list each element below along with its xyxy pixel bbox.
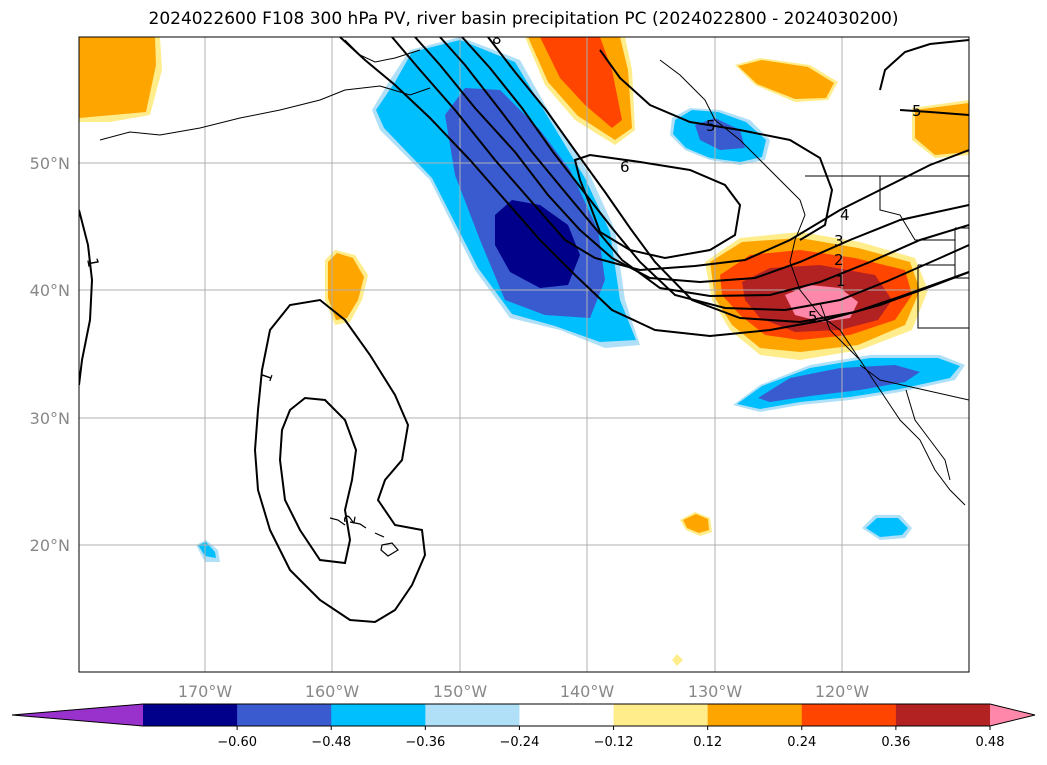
pv-label: 5 [912,102,922,120]
colorbar-tick-label: −0.48 [311,735,351,750]
lat-label: 30°N [30,409,70,428]
pv-label: 1 [836,272,846,290]
colorbar-segment [331,704,426,726]
pv-contour-labels: 1 1 2 6 5 4 3 2 1 5 8 5 [83,30,922,526]
pv-label: 3 [834,232,844,250]
pv-contours [79,37,969,624]
pv-label: 5 [706,117,716,135]
colorbar-segment [425,704,520,726]
lon-labels: 170°W 160°W 150°W 140°W 130°W 120°W [178,682,870,701]
coastlines [99,39,969,506]
colorbar-tick-label: 0.36 [881,735,910,750]
colorbar-tick-label: −0.24 [500,735,540,750]
colorbar: −0.60 −0.48 −0.36 −0.24 −0.12 0.12 0.24 0.36 0.4… [11,703,1036,750]
map-title: 2024022600 F108 300 hPa PV, river basin … [148,9,899,29]
colorbar-segment [519,704,615,726]
colorbar-tick-label: −0.36 [405,735,445,750]
lon-label: 150°W [433,682,488,701]
lon-label: 120°W [815,682,870,701]
colorbar-outline [11,703,1036,727]
lat-label: 40°N [30,281,70,300]
lon-label: 160°W [305,682,360,701]
lat-label: 50°N [30,154,70,173]
pv-label: 4 [840,206,850,224]
pv-label: 6 [620,158,630,176]
colorbar-segment [895,704,991,726]
pv-label: 5 [808,308,818,326]
colorbar-segment [613,704,709,726]
pv-label: 2 [834,251,844,269]
colorbar-tick-label: −0.12 [594,735,634,750]
colorbar-extend-high [990,704,1035,726]
colorbar-extend-low [12,704,143,726]
lon-label: 130°W [688,682,743,701]
colorbar-tick-label: 0.48 [976,735,1005,750]
map-frame [78,36,970,673]
colorbar-tick-label: −0.60 [217,735,257,750]
lon-label: 170°W [178,682,233,701]
lat-labels: 50°N 40°N 30°N 20°N [30,154,70,555]
colorbar-tick-label: 0.12 [693,735,722,750]
colorbar-segment [707,704,803,726]
precip-pc-shading [79,37,969,666]
hawaii-islands [329,517,399,557]
map-panel: 1 1 2 6 5 4 3 2 1 5 8 5 [79,30,969,672]
lat-label: 20°N [30,536,70,555]
colorbar-tick-label: 0.24 [787,735,816,750]
colorbar-segment [143,704,238,726]
pv-label: 2 [340,513,359,526]
colorbar-segment [237,704,332,726]
colorbar-segment [801,704,897,726]
pv-label: 8 [492,30,502,48]
lon-label: 140°W [560,682,615,701]
pv-label: 1 [83,256,102,269]
